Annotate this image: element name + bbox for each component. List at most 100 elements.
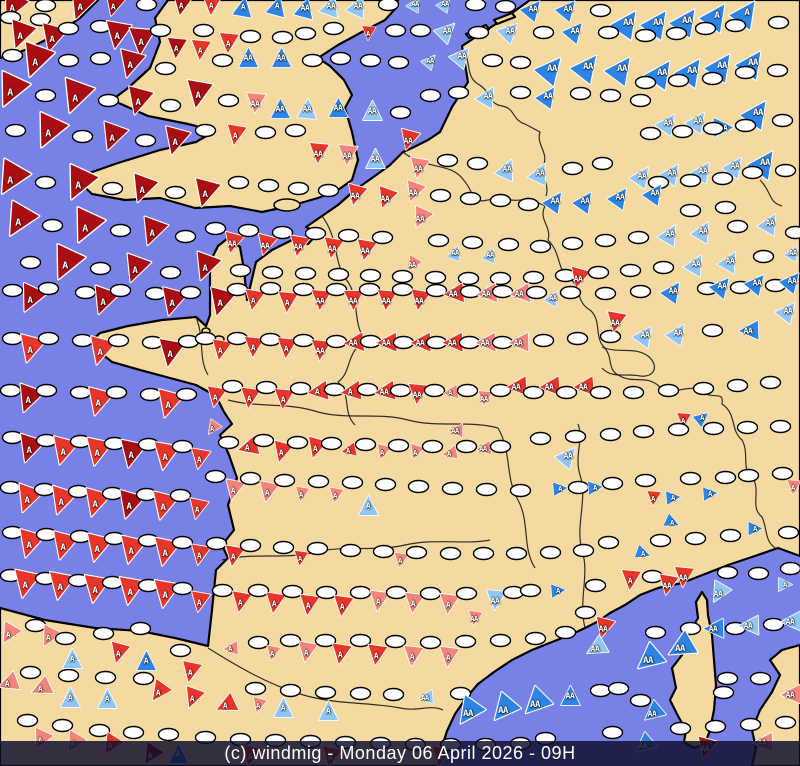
migration-arrow: AA — [447, 422, 463, 438]
no-movement-ellipse — [627, 230, 650, 245]
no-movement-ellipse — [41, 218, 64, 233]
triangle-arrow-shape — [292, 0, 313, 20]
triangle-arrow-shape — [210, 286, 237, 317]
migration-arrow: A — [0, 669, 21, 694]
ellipse-shape — [314, 633, 336, 647]
ellipse-shape — [41, 218, 63, 232]
no-movement-ellipse — [684, 531, 707, 546]
ellipse-shape — [421, 439, 443, 453]
triangle-arrow-shape — [185, 684, 206, 708]
migration-arrow: A — [402, 644, 424, 667]
ellipse-shape — [634, 75, 656, 89]
no-movement-ellipse — [694, 21, 717, 36]
arrow-intensity-label: A — [115, 649, 121, 659]
no-movement-ellipse — [171, 535, 194, 550]
no-movement-ellipse — [35, 383, 58, 398]
ellipse-shape — [239, 471, 261, 485]
arrow-intensity-label: A — [708, 489, 712, 498]
migration-arrow: A — [191, 250, 223, 282]
no-movement-ellipse — [779, 561, 800, 576]
migration-arrow: AA — [716, 250, 741, 274]
migration-arrow: A — [340, 441, 357, 458]
arrow-intensity-label: A — [274, 1, 280, 11]
triangle-arrow-shape — [656, 223, 676, 247]
migration-arrow: A — [98, 120, 130, 152]
triangle-arrow-shape — [737, 319, 759, 340]
arrow-intensity-label: A — [753, 524, 757, 533]
migration-arrow: A — [116, 48, 147, 79]
arrow-intensity-label: A — [92, 500, 98, 511]
migration-arrow: A — [148, 677, 173, 703]
arrow-intensity-label: A — [791, 483, 795, 492]
triangle-arrow-shape — [218, 31, 240, 54]
no-movement-ellipse — [294, 26, 317, 41]
no-movement-ellipse — [157, 727, 180, 742]
ellipse-shape — [304, 226, 326, 240]
ellipse-shape — [489, 439, 511, 453]
no-movement-ellipse — [271, 225, 294, 240]
triangle-arrow-shape — [747, 520, 763, 536]
no-movement-ellipse — [57, 21, 80, 36]
migration-arrow: AA — [447, 45, 473, 70]
no-movement-ellipse — [692, 381, 715, 396]
migration-arrow: AA — [409, 288, 431, 311]
arrow-intensity-label: AA — [640, 330, 650, 340]
ellipse-shape — [261, 265, 283, 279]
ellipse-shape — [337, 228, 359, 242]
no-movement-ellipse — [323, 382, 346, 397]
arrow-intensity-label: AA — [547, 64, 557, 75]
ellipse-shape — [619, 263, 641, 277]
arrow-intensity-label: AA — [783, 306, 793, 316]
migration-arrow: AA — [337, 143, 359, 166]
ellipse-shape — [457, 271, 479, 285]
ellipse-shape — [779, 561, 800, 575]
arrow-intensity-label: AA — [650, 188, 660, 198]
triangle-arrow-shape — [559, 684, 581, 706]
ellipse-shape — [387, 438, 409, 452]
arrow-intensity-label: AA — [667, 168, 677, 178]
triangle-arrow-shape — [493, 690, 523, 721]
migration-arrow: A — [66, 0, 98, 21]
arrow-intensity-label: A — [651, 494, 655, 503]
ellipse-shape — [737, 468, 759, 482]
no-movement-ellipse — [423, 383, 446, 398]
ellipse-shape — [109, 223, 131, 237]
ellipse-shape — [325, 334, 347, 348]
ellipse-shape — [329, 51, 351, 65]
ellipse-shape — [509, 55, 531, 69]
no-movement-ellipse — [192, 23, 215, 38]
no-movement-ellipse — [597, 25, 620, 40]
no-movement-ellipse — [466, 156, 489, 171]
no-movement-ellipse — [294, 266, 317, 281]
triangle-arrow-shape — [683, 111, 705, 135]
ellipse-shape — [384, 634, 406, 648]
migration-arrow: AA — [568, 265, 591, 289]
arrow-intensity-label: AA — [623, 18, 633, 29]
triangle-arrow-shape — [231, 590, 252, 613]
arrow-intensity-label: A — [7, 87, 13, 99]
ellipse-shape — [679, 203, 701, 217]
no-movement-ellipse — [149, 23, 172, 38]
arrow-intensity-label: A — [62, 260, 68, 272]
ellipse-shape — [307, 474, 329, 488]
triangle-arrow-shape — [244, 288, 265, 311]
ellipse-shape — [339, 543, 361, 557]
no-movement-ellipse — [519, 583, 542, 598]
triangle-arrow-shape — [777, 576, 793, 592]
migration-arrow: A — [357, 494, 379, 516]
no-movement-ellipse — [667, 422, 690, 437]
migration-arrow: A — [257, 479, 280, 503]
triangle-arrow-shape — [222, 640, 239, 655]
triangle-arrow-shape — [493, 158, 513, 182]
triangle-arrow-shape — [702, 617, 724, 638]
migration-arrow: AA — [533, 85, 559, 110]
arrow-intensity-label: AA — [380, 194, 390, 204]
ellipse-shape — [271, 225, 293, 239]
ellipse-shape — [349, 585, 371, 599]
arrow-intensity-label: A — [69, 654, 75, 664]
ellipse-shape — [217, 93, 239, 107]
triangle-arrow-shape — [467, 609, 483, 626]
arrow-intensity-label: AA — [662, 581, 672, 591]
no-movement-ellipse — [247, 635, 270, 650]
